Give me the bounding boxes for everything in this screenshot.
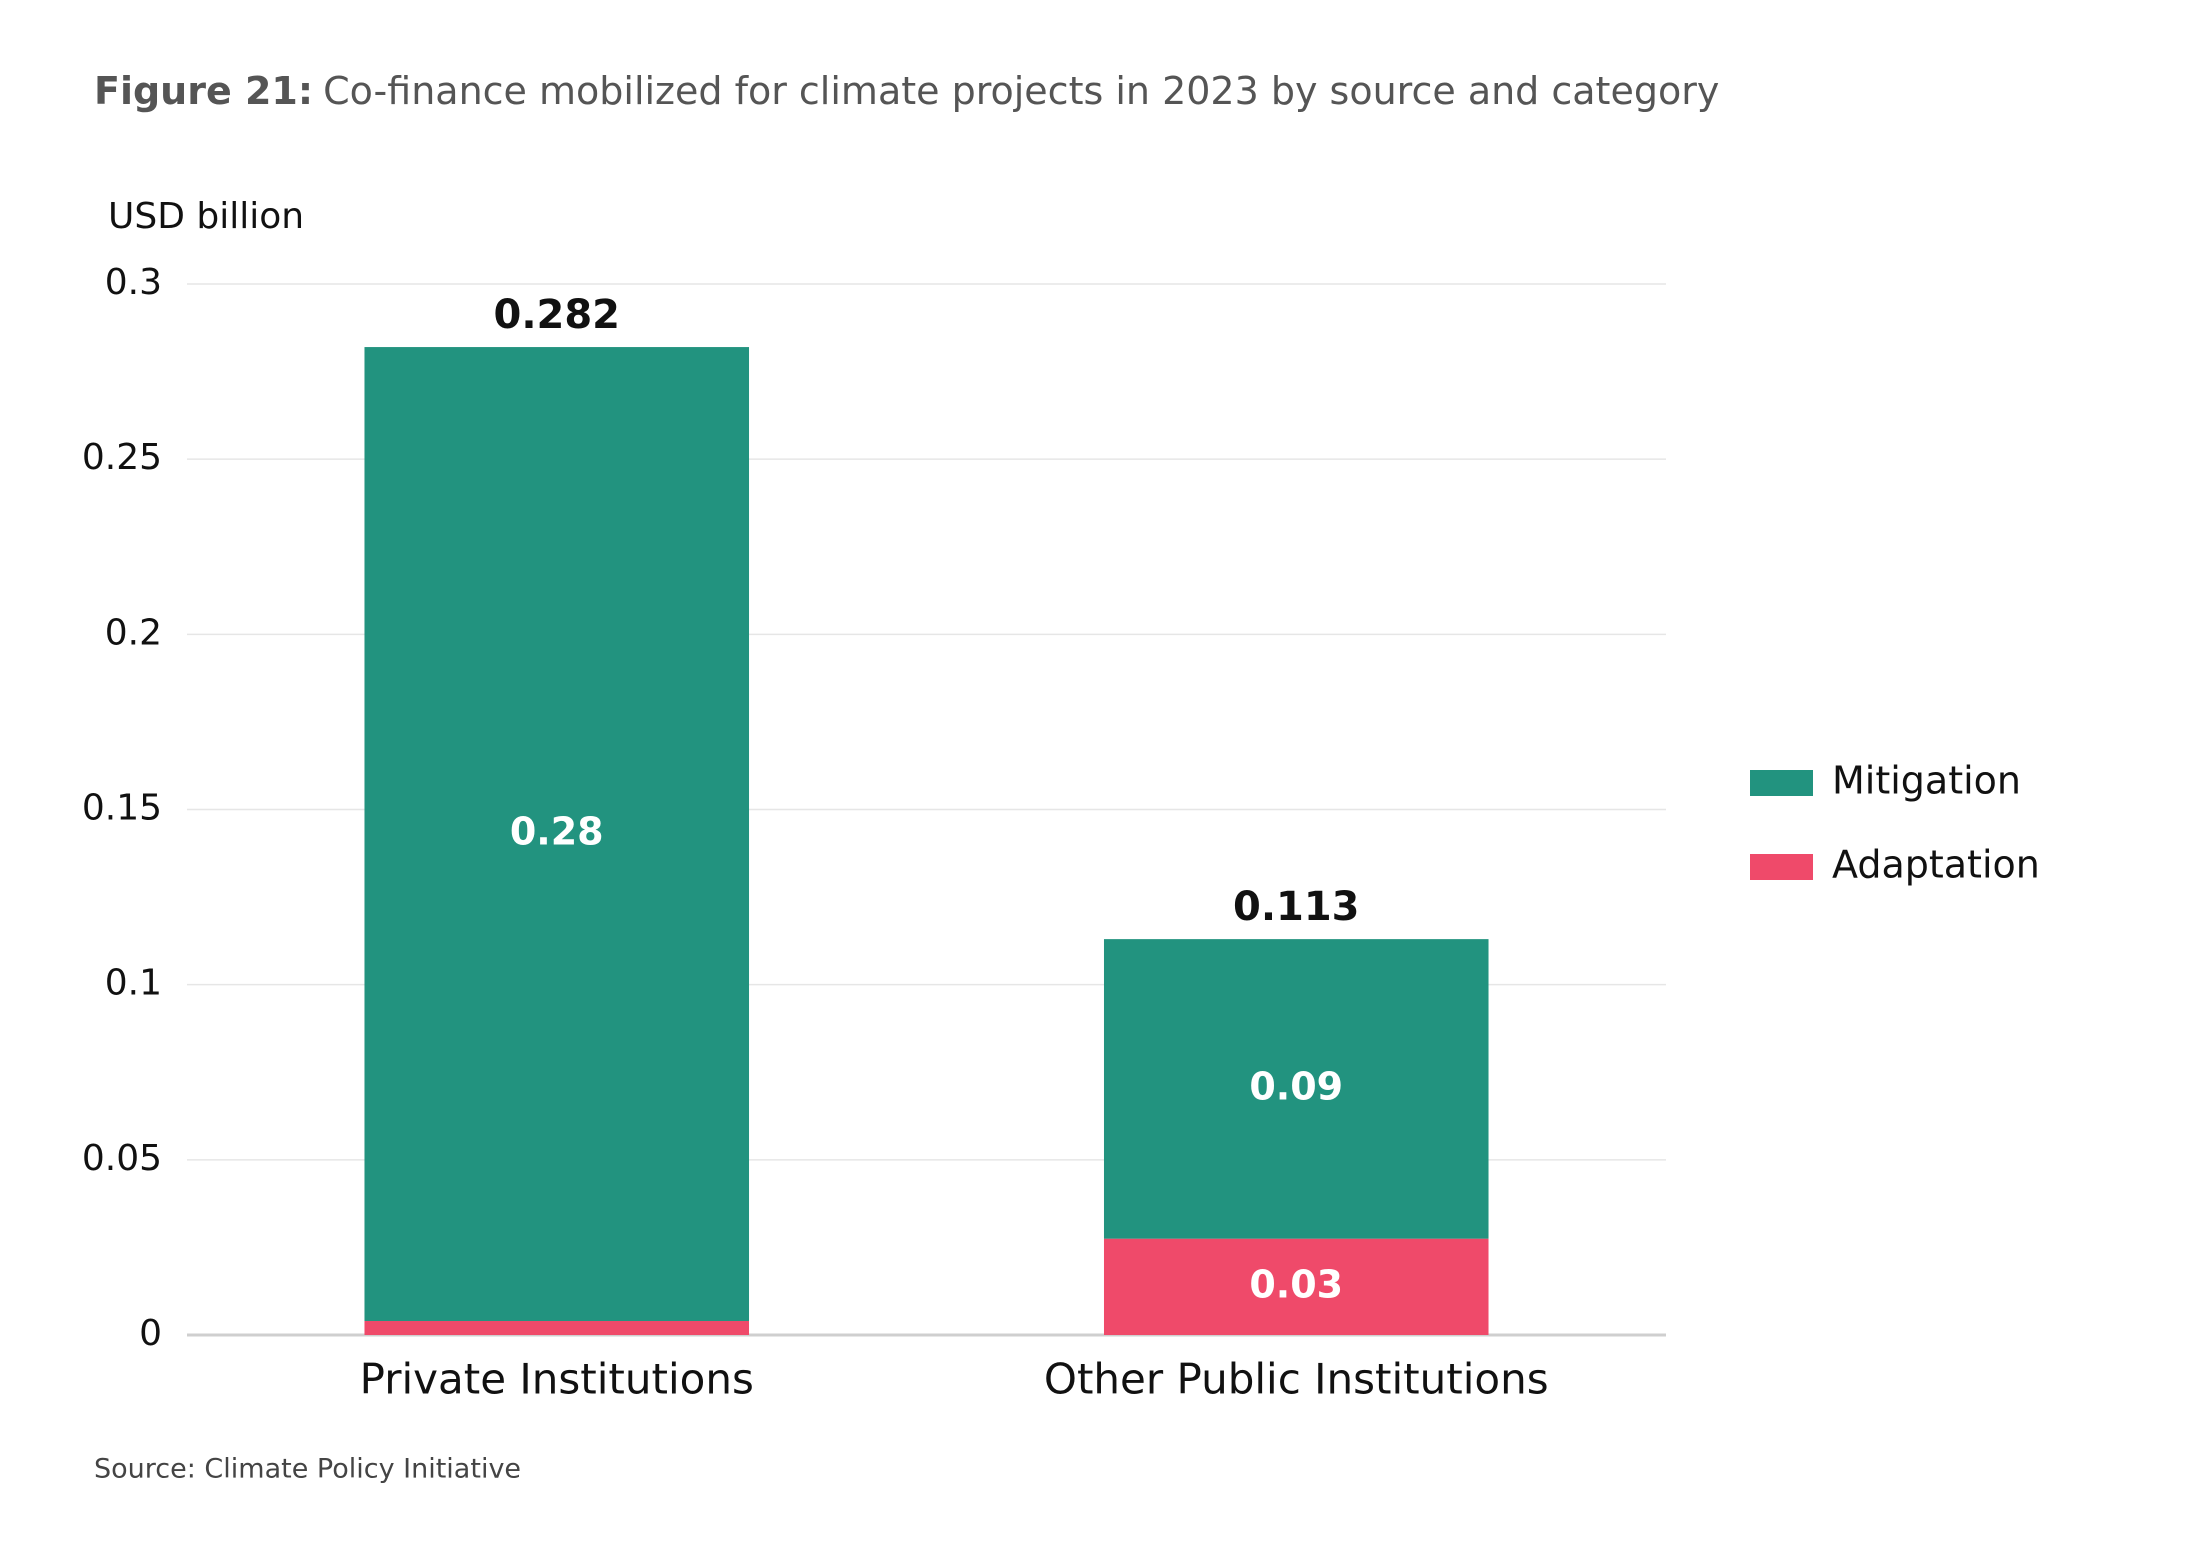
y-tick-label: 0.15 [82,788,162,829]
bar-segment [364,1320,750,1335]
total-label: 0.282 [493,292,620,338]
title-text: Co-finance mobilized for climate project… [323,69,1719,113]
y-tick-label: 0.25 [82,437,162,478]
data-label: 0.03 [1249,1262,1343,1306]
data-label: 0.28 [510,810,604,854]
title-label: Figure 21: [94,69,313,113]
bar-segment [1103,1238,1489,1335]
source-note: Source: Climate Policy Initiative [94,1454,521,1485]
bar-segment [364,347,750,1321]
bar-segment [1103,939,1489,1239]
y-tick-label: 0.2 [105,612,162,653]
y-tick-label: 0.05 [82,1138,162,1179]
y-tick-label: 0.3 [105,262,162,303]
y-tick-label: 0 [139,1313,162,1354]
total-label: 0.113 [1233,884,1360,930]
legend-label: Mitigation [1832,759,2021,803]
x-tick-label: Private Institutions [360,1355,754,1404]
legend-swatch [1750,854,1813,880]
data-label: 0.09 [1249,1064,1343,1108]
x-tick-label: Other Public Institutions [1044,1355,1549,1404]
chart-title: Figure 21: Co-finance mobilized for clima… [94,69,1719,113]
y-axis-label: USD billion [108,196,304,237]
legend-swatch [1750,770,1813,796]
y-tick-label: 0.1 [105,963,162,1004]
legend-label: Adaptation [1832,843,2040,887]
